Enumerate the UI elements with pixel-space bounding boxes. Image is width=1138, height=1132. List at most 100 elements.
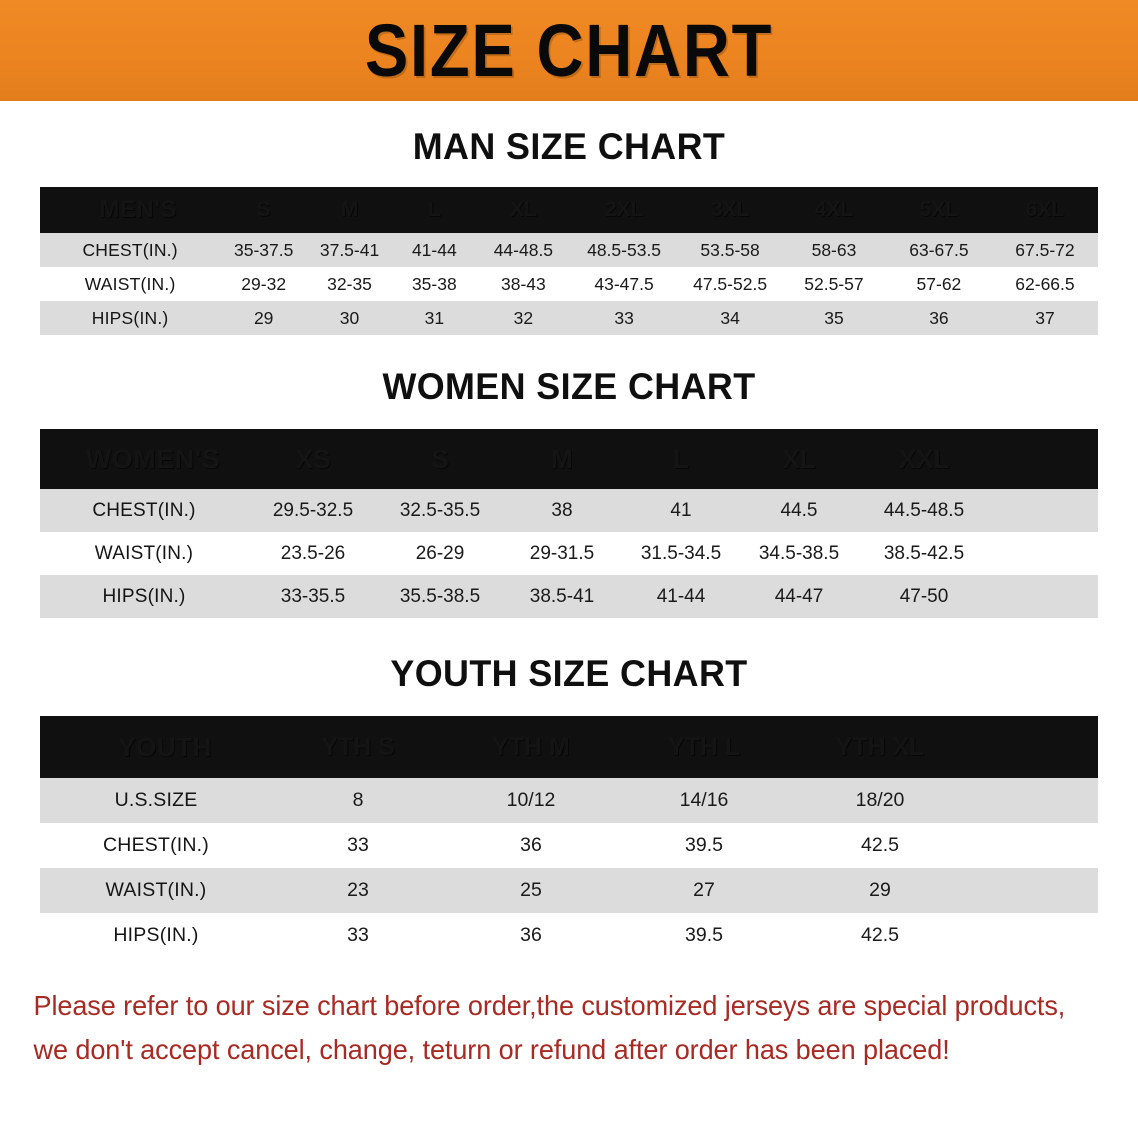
women-col-s: S [431,443,449,474]
women-hips-s: 35.5-38.5 [399,585,481,607]
women-row-label-hips: HIPS(IN.) [102,585,186,607]
man-chest-s: 35-37.5 [234,239,294,260]
man-waist-s: 29-32 [241,273,287,294]
youth-waist-s: 23 [347,879,369,901]
women-waist-l: 31.5-34.5 [640,542,722,564]
man-waist-3xl: 47.5-52.5 [693,273,768,294]
youth-row-label-chest: CHEST(IN.) [103,834,209,856]
man-row-label-hips: HIPS(IN.) [91,307,169,328]
man-hips-5xl: 36 [929,307,949,328]
man-row-label-waist: WAIST(IN.) [84,273,176,294]
man-waist-xl: 38-43 [500,273,546,294]
man-hips-s: 29 [253,307,274,328]
youth-section-title: YOUTH SIZE CHART [390,653,748,694]
women-waist-xl: 34.5-38.5 [758,542,840,564]
youth-row-label-hips: HIPS(IN.) [113,924,199,946]
table-row: HIPS(IN.) 29 30 31 32 33 34 35 36 37 [40,301,1098,335]
table-row: CHEST(IN.) 33 36 39.5 42.5 [40,823,1098,868]
man-hips-3xl: 34 [720,307,740,328]
women-waist-m: 29-31.5 [529,542,595,564]
man-col-s: S [256,198,271,221]
man-waist-4xl: 52.5-57 [804,273,864,294]
youth-hips-l: 39.5 [685,924,723,946]
man-hips-2xl: 33 [614,307,634,328]
youth-ussize-m: 10/12 [506,789,556,811]
youth-chest-spacer [970,823,1098,868]
women-col-l: L [673,443,689,474]
youth-ussize-s: 8 [352,789,364,811]
size-chart-content: MAN SIZE CHART MEN'S S M L XL 2XL 3XL 4X… [0,101,1138,1072]
banner-title: SIZE CHART [364,8,774,92]
man-chest-m: 37.5-41 [319,239,380,260]
youth-hips-spacer [970,913,1098,958]
man-waist-m: 32-35 [327,273,372,294]
women-col-spacer [990,429,1098,489]
youth-col-xl: YTH XL [835,732,925,761]
women-header-row: WOMEN'S XS S M L XL XXL [40,429,1098,489]
women-chest-xs: 29.5-32.5 [272,499,354,521]
youth-ussize-xl: 18/20 [855,789,905,811]
note-line-1: Please refer to our size chart before or… [33,990,1066,1021]
man-col-4xl: 4XL [814,198,854,221]
man-col-3xl: 3XL [710,198,750,221]
man-col-5xl: 5XL [919,198,959,221]
table-row: HIPS(IN.) 33-35.5 35.5-38.5 38.5-41 41-4… [40,575,1098,618]
youth-size-table: YOUTH YTH S YTH M YTH L YTH XL U.S.SIZE … [40,716,1098,958]
women-chest-spacer [990,489,1098,532]
women-corner-label: WOMEN'S [85,443,221,474]
youth-col-s: YTH S [321,732,395,761]
table-row: HIPS(IN.) 33 36 39.5 42.5 [40,913,1098,958]
women-waist-xs: 23.5-26 [280,542,346,564]
youth-header-row: YOUTH YTH S YTH M YTH L YTH XL [40,716,1098,778]
man-col-m: M [340,198,359,221]
youth-hips-m: 36 [520,924,542,946]
women-row-label-chest: CHEST(IN.) [92,499,196,521]
man-chest-5xl: 63-67.5 [909,239,969,260]
man-waist-l: 35-38 [411,273,457,294]
women-col-m: M [551,443,573,474]
youth-ussize-spacer [970,778,1098,823]
youth-chest-xl: 42.5 [861,834,899,856]
table-row: CHEST(IN.) 35-37.5 37.5-41 41-44 44-48.5… [40,233,1098,267]
table-row: WAIST(IN.) 29-32 32-35 35-38 38-43 43-47… [40,267,1098,301]
youth-waist-spacer [970,868,1098,913]
man-chest-xl: 44-48.5 [493,239,554,260]
women-waist-spacer [990,532,1098,575]
women-section-title: WOMEN SIZE CHART [382,366,756,407]
women-chest-xl: 44.5 [780,499,818,521]
man-chest-l: 41-44 [411,239,457,260]
man-header-row: MEN'S S M L XL 2XL 3XL 4XL 5XL 6XL [40,187,1098,233]
youth-col-m: YTH M [492,732,570,761]
women-waist-s: 26-29 [415,542,465,564]
women-hips-spacer [990,575,1098,618]
women-chest-s: 32.5-35.5 [399,499,481,521]
women-col-xs: XS [295,443,331,474]
order-policy-note: Please refer to our size chart before or… [0,958,1121,1072]
man-col-l: L [427,198,441,221]
youth-row-label-ussize: U.S.SIZE [114,789,198,811]
youth-col-spacer [970,716,1098,778]
man-chest-3xl: 53.5-58 [700,239,760,260]
women-size-table: WOMEN'S XS S M L XL XXL CHEST(IN.) 29.5-… [40,429,1098,618]
man-chest-2xl: 48.5-53.5 [587,239,662,260]
women-waist-xxl: 38.5-42.5 [883,542,965,564]
youth-waist-xl: 29 [869,879,891,901]
man-hips-xl: 32 [513,307,534,328]
man-hips-m: 30 [339,307,360,328]
women-chest-l: 41 [670,499,692,521]
women-chest-m: 38 [551,499,573,521]
man-hips-l: 31 [424,307,445,328]
youth-ussize-l: 14/16 [679,789,729,811]
youth-chest-m: 36 [520,834,542,856]
man-chest-4xl: 58-63 [811,239,857,260]
table-row: WAIST(IN.) 23 25 27 29 [40,868,1098,913]
youth-row-label-waist: WAIST(IN.) [105,879,207,901]
women-col-xl: XL [782,443,816,474]
man-hips-4xl: 35 [824,307,844,328]
youth-waist-m: 25 [520,879,542,901]
man-col-2xl: 2XL [604,198,644,221]
man-col-6xl: 6XL [1025,198,1065,221]
youth-col-l: YTH L [667,732,741,761]
women-row-label-waist: WAIST(IN.) [94,542,194,564]
man-size-table: MEN'S S M L XL 2XL 3XL 4XL 5XL 6XL CHEST… [40,187,1098,335]
